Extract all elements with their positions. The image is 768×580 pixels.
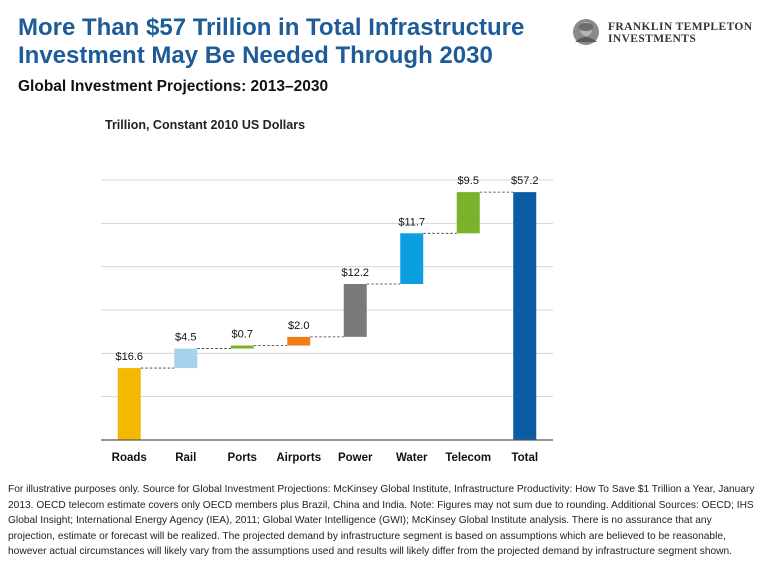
logo-line-1: FRANKLIN TEMPLETON	[608, 21, 753, 33]
data-label: $0.7	[232, 329, 253, 341]
data-label: $12.2	[341, 267, 369, 279]
category-label: Telecom	[445, 452, 491, 464]
bar-rail	[174, 348, 198, 369]
chart-subtitle: Global Investment Projections: 2013–2030	[18, 78, 329, 95]
category-label: Rail	[175, 452, 196, 464]
bar-telecom	[456, 192, 480, 234]
category-label: Airports	[276, 452, 321, 464]
portrait-seal-icon	[573, 19, 599, 45]
waterfall-chart: $16.6 Roads $4.5 Rail $0.7 Ports $2.0 Airports $…	[101, 175, 553, 464]
title-line-1: More Than $57 Trillion in Total Infrastr…	[18, 14, 525, 41]
bar-roads	[117, 368, 141, 440]
bar-airports	[287, 336, 311, 346]
logo-text: FRANKLIN TEMPLETON INVESTMENTS	[608, 21, 752, 45]
bar-ports	[230, 345, 254, 349]
data-label: $16.6	[115, 351, 143, 363]
bar-water	[400, 233, 424, 284]
data-label: $57.2	[511, 175, 539, 187]
category-label: Total	[511, 452, 538, 464]
data-label: $4.5	[175, 332, 196, 344]
category-label: Water	[396, 452, 428, 464]
category-label: Ports	[228, 452, 257, 464]
data-label: $2.0	[288, 320, 309, 332]
footnote: For illustrative purposes only. Source f…	[8, 484, 755, 557]
title-line-2: Investment May Be Needed Through 2030	[18, 42, 493, 69]
bar-power	[343, 284, 367, 337]
category-label: Roads	[112, 452, 147, 464]
category-label: Power	[338, 452, 373, 464]
logo-line-2: INVESTMENTS	[608, 33, 697, 45]
franklin-templeton-logo: FRANKLIN TEMPLETON INVESTMENTS	[572, 18, 762, 48]
data-label: $9.5	[458, 175, 479, 187]
bar-total	[513, 192, 537, 440]
page-title: More Than $57 Trillion in Total Infrastr…	[18, 14, 558, 70]
data-label: $11.7	[398, 216, 425, 228]
y-axis-units-label: Trillion, Constant 2010 US Dollars	[105, 118, 306, 132]
